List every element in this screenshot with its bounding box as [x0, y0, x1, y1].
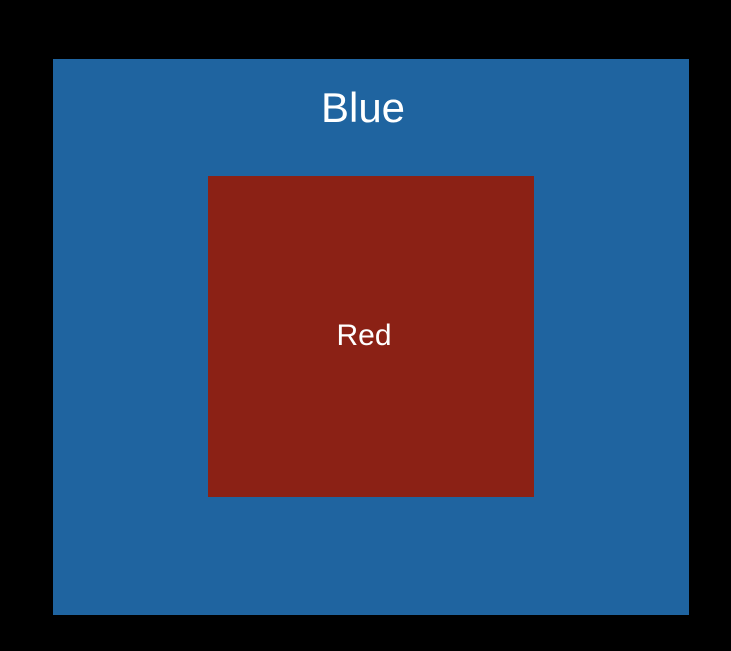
blue-box-label: Blue	[320, 84, 406, 131]
red-box-label: Red	[336, 318, 392, 352]
blue-box: Blue Red	[53, 59, 689, 615]
red-box: Red	[208, 176, 534, 497]
